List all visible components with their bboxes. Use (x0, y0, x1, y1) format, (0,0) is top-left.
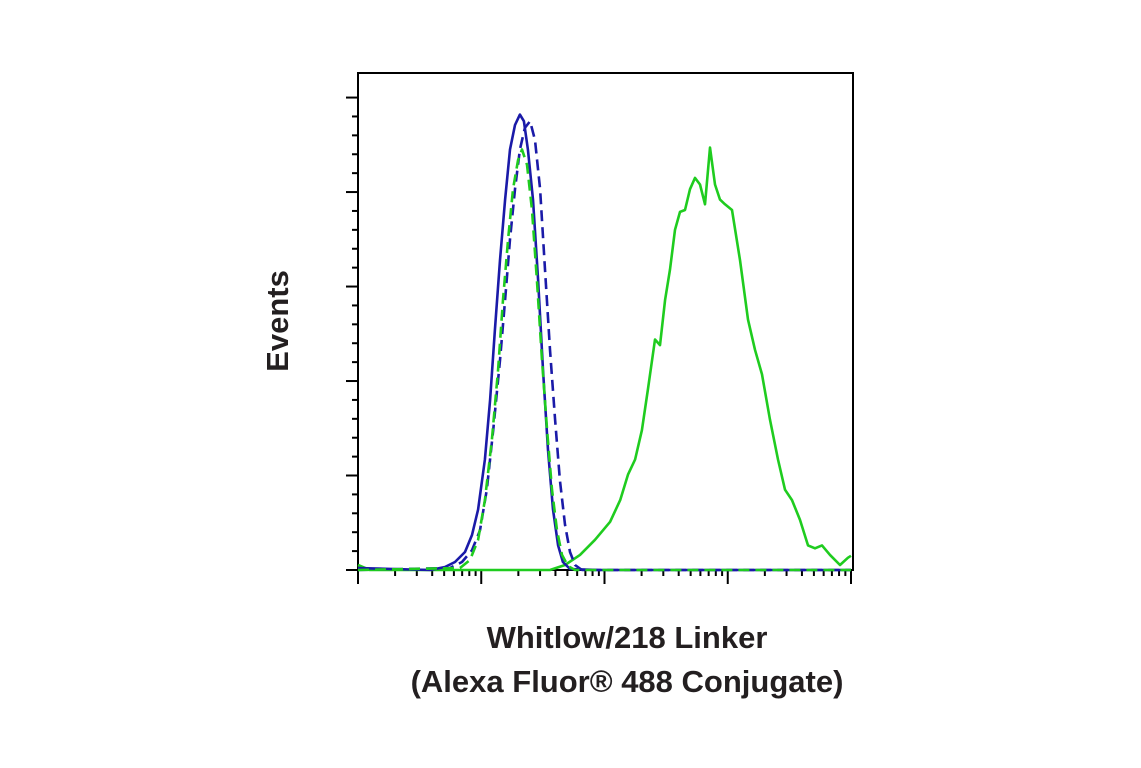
plot-frame (357, 72, 854, 571)
series-line (357, 148, 851, 572)
y-axis-title: Events (260, 270, 295, 372)
series-line (357, 146, 852, 572)
series-line (357, 119, 851, 572)
series-line (357, 113, 851, 572)
x-axis-title: (Alexa Fluor® 488 Conjugate) (411, 664, 844, 699)
x-axis-title: Whitlow/218 Linker (487, 620, 768, 655)
